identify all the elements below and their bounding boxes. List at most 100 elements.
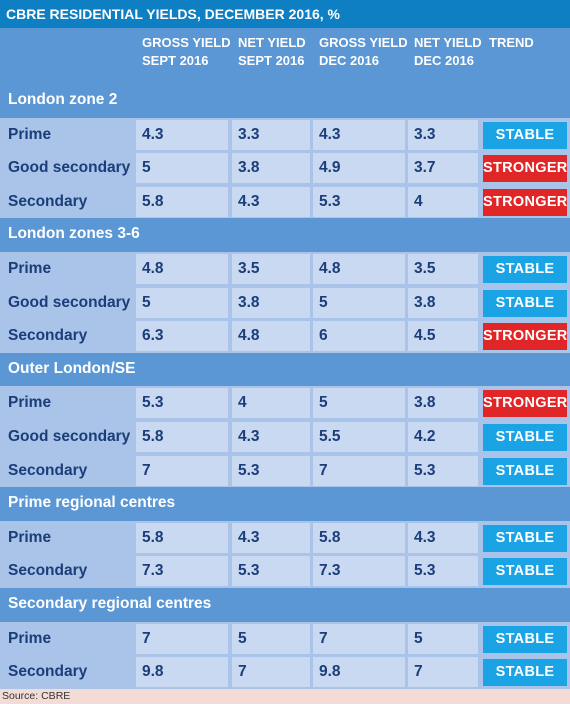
row-label: Prime	[8, 259, 52, 277]
group-title: London zones 3-6	[8, 225, 140, 243]
trend-badge: STRONGER	[483, 188, 567, 216]
net-yield-dec-cell: 3.5	[408, 253, 478, 284]
group-header-row: Secondary regional centres	[0, 587, 570, 622]
cell-value: 5.8	[142, 192, 164, 210]
gross-yield-dec-cell: 4.8	[313, 253, 405, 284]
net-yield-sept-cell: 3.5	[232, 253, 310, 284]
cell-value: 7.3	[319, 562, 341, 580]
table-row: Secondary 5.8 4.3 5.3 4 STRONGER	[0, 184, 570, 219]
net-yield-sept-cell: 3.8	[232, 153, 310, 184]
group-title: Outer London/SE	[8, 359, 136, 377]
cell-value: 4.3	[319, 125, 341, 143]
cell-value: 3.7	[414, 159, 436, 177]
net-yield-dec-cell: 4.5	[408, 321, 478, 352]
cell-value: 5.3	[238, 461, 260, 479]
net-yield-sept-cell: 5	[232, 623, 310, 654]
table-row: Good secondary 5 3.8 5 3.8 STABLE	[0, 285, 570, 320]
cell-value: 9.8	[319, 663, 341, 681]
cell-value: 3.3	[414, 125, 436, 143]
trend-badge: STRONGER	[483, 390, 567, 418]
net-yield-dec-cell: 5.3	[408, 455, 478, 486]
cell-value: 3.8	[414, 293, 436, 311]
trend-badge: STABLE	[483, 625, 567, 653]
trend-badge: STABLE	[483, 423, 567, 451]
row-label: Secondary	[8, 663, 88, 681]
row-label: Good secondary	[8, 159, 131, 177]
cell-value: 5.8	[142, 528, 164, 546]
cell-value: 5.8	[142, 427, 164, 445]
trend-badge: STRONGER	[483, 323, 567, 351]
col-header-line: DEC 2016	[414, 53, 474, 68]
net-yield-dec-cell: 3.7	[408, 153, 478, 184]
row-label: Prime	[8, 629, 52, 647]
gross-yield-dec-cell: 4.9	[313, 153, 405, 184]
trend-badge: STABLE	[483, 524, 567, 552]
cell-value: 7	[319, 629, 328, 647]
table-row: Prime 4.8 3.5 4.8 3.5 STABLE	[0, 251, 570, 286]
trend-badge: STABLE	[483, 121, 567, 149]
net-yield-sept-cell: 4	[232, 388, 310, 419]
trend-badge: STABLE	[483, 558, 567, 586]
group-header-row: Prime regional centres	[0, 487, 570, 521]
trend-badge: STABLE	[483, 457, 567, 485]
net-yield-sept-cell: 5.3	[232, 455, 310, 486]
col-header-line: SEPT 2016	[238, 53, 305, 68]
cell-value: 5.3	[319, 192, 341, 210]
cell-value: 4.9	[319, 159, 341, 177]
col-header-line: NET YIELD	[238, 35, 306, 50]
cell-value: 5	[142, 159, 151, 177]
cell-value: 7	[142, 629, 151, 647]
cell-value: 4.3	[238, 192, 260, 210]
col-header-line: NET YIELD	[414, 35, 482, 50]
gross-yield-sept-cell: 5.8	[136, 186, 228, 217]
gross-yield-dec-cell: 7	[313, 455, 405, 486]
net-yield-dec-cell: 7	[408, 657, 478, 688]
table-row: Good secondary 5 3.8 4.9 3.7 STRONGER	[0, 151, 570, 185]
table-row: Good secondary 5.8 4.3 5.5 4.2 STABLE	[0, 419, 570, 454]
table-row: Secondary 9.8 7 9.8 7 STABLE	[0, 655, 570, 689]
row-label: Good secondary	[8, 293, 131, 311]
gross-yield-sept-cell: 5	[136, 153, 228, 184]
gross-yield-dec-cell: 5.5	[313, 421, 405, 452]
gross-yield-dec-cell: 6	[313, 321, 405, 352]
gross-yield-dec-cell: 4.3	[313, 119, 405, 150]
cell-value: 6	[319, 327, 328, 345]
cell-value: 3.8	[238, 159, 260, 177]
gross-yield-sept-cell: 5	[136, 287, 228, 318]
col-header-line: TREND	[489, 35, 534, 50]
cell-value: 4.3	[238, 427, 260, 445]
cell-value: 5	[142, 293, 151, 311]
col-header-net-sept: NET YIELD SEPT 2016	[238, 34, 306, 70]
cell-value: 7	[238, 663, 247, 681]
gross-yield-sept-cell: 6.3	[136, 321, 228, 352]
table-row: Prime 7 5 7 5 STABLE	[0, 621, 570, 656]
cell-value: 5	[319, 394, 328, 412]
group-header-row: Outer London/SE	[0, 352, 570, 387]
net-yield-dec-cell: 4.3	[408, 522, 478, 553]
cell-value: 4.8	[238, 327, 260, 345]
group-header-row: London zones 3-6	[0, 218, 570, 252]
cell-value: 3.8	[238, 293, 260, 311]
gross-yield-dec-cell: 5.3	[313, 186, 405, 217]
trend-badge: STABLE	[483, 255, 567, 283]
gross-yield-dec-cell: 9.8	[313, 657, 405, 688]
cell-value: 4.3	[142, 125, 164, 143]
cell-value: 7.3	[142, 562, 164, 580]
net-yield-sept-cell: 5.3	[232, 556, 310, 587]
cell-value: 3.5	[238, 259, 260, 277]
group-title: Secondary regional centres	[8, 594, 212, 612]
table-row: Secondary 7 5.3 7 5.3 STABLE	[0, 453, 570, 488]
col-header-line: GROSS YIELD	[142, 35, 231, 50]
table-title: CBRE RESIDENTIAL YIELDS, DECEMBER 2016, …	[0, 0, 570, 28]
gross-yield-sept-cell: 5.3	[136, 388, 228, 419]
gross-yield-sept-cell: 4.8	[136, 253, 228, 284]
gross-yield-dec-cell: 7.3	[313, 556, 405, 587]
cell-value: 5.8	[319, 528, 341, 546]
col-header-line: SEPT 2016	[142, 53, 209, 68]
group-header-row: London zone 2	[0, 84, 570, 118]
gross-yield-sept-cell: 5.8	[136, 421, 228, 452]
net-yield-dec-cell: 3.8	[408, 388, 478, 419]
gross-yield-sept-cell: 9.8	[136, 657, 228, 688]
gross-yield-sept-cell: 7.3	[136, 556, 228, 587]
